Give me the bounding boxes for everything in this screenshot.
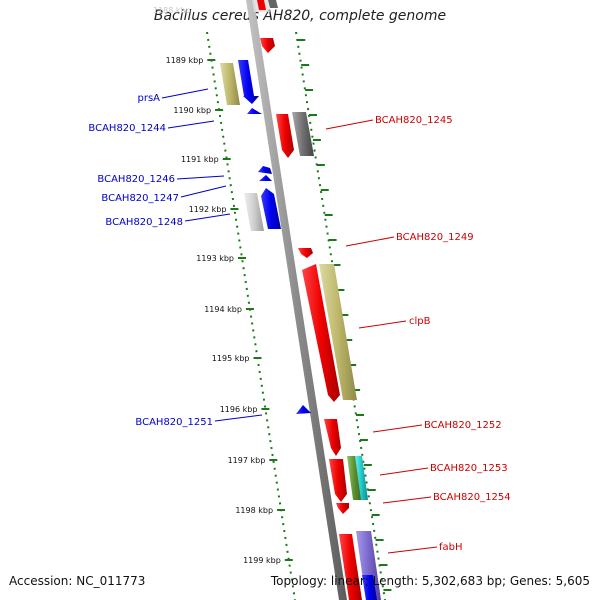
ruler-tick-label: 1197 kbp [228,456,266,465]
gene-BCAH820_1249 [298,248,313,258]
ruler-tick-label: 1199 kbp [243,556,281,565]
gene-label-forward: BCAH820_1245 [375,115,453,126]
gene-prsA [238,60,259,104]
ruler-faded-label: 1188 kbp [153,6,191,15]
label-leader-line [184,213,231,222]
gene-red-clpB-neighbor [302,264,340,402]
ruler-tick-label: 1195 kbp [212,354,250,363]
gene-BCAH820_1253 [355,456,368,500]
label-leader-line [382,496,432,504]
gene-label-reverse: BCAH820_1244 [88,123,166,134]
gene-label-forward: BCAH820_1252 [424,420,502,431]
ruler-tick-label: 1192 kbp [189,205,227,214]
label-leader-line [358,320,407,329]
top-gray-sliver [268,0,278,8]
top-red-sliver [257,0,266,10]
gene-red-top [260,38,275,53]
gene-olive-1189 [220,63,240,105]
gene-label-reverse: BCAH820_1246 [97,174,175,185]
gene-BCAH820_1248-gray [244,193,264,231]
ruler-tick-label: 1196 kbp [220,405,258,414]
gene-navy-bottom [362,575,377,600]
gene-BCAH820_1252 [324,419,341,456]
gene-clpB [319,264,357,400]
gene-label-reverse: prsA [137,93,160,104]
gene-label-forward: BCAH820_1253 [430,463,508,474]
label-leader-line [180,185,227,198]
ruler-tick-label: 1193 kbp [196,254,234,263]
gene-purple-bottom [356,531,381,600]
label-leader-line [345,236,395,247]
ruler-tick-label: 1198 kbp [235,506,273,515]
genome-summary-text: Topology: linear; Length: 5,302,683 bp; … [270,574,590,588]
gene-BCAH820_1253-green [347,456,362,500]
gene-BCAH820_1254 [336,503,349,514]
gene-label-forward: clpB [409,316,431,327]
gene-BCAH820_1247 [259,175,272,181]
label-leader-line [379,467,429,476]
gene-BCAH820_1245 [292,112,314,156]
ruler-tick-label: 1189 kbp [166,56,204,65]
gene-label-forward: fabH [439,542,463,553]
gene-BCAH820_1245-red [276,114,294,158]
gene-BCAH820_1246 [258,166,272,174]
ruler-track-left [206,31,296,600]
ruler-tick-label: 1194 kbp [204,305,242,314]
gene-label-reverse: BCAH820_1248 [105,217,183,228]
gene-BCAH820_1244 [247,108,262,114]
gene-BCAH820_1251 [296,405,311,414]
label-leader-line [167,120,215,129]
label-leader-line [176,175,225,180]
label-leader-line [161,88,209,99]
gene-fabH [339,534,362,600]
label-leader-line [387,546,438,554]
gene-label-reverse: BCAH820_1247 [101,193,179,204]
gene-BCAH820_1253-red [329,459,347,502]
ruler-tick-label: 1190 kbp [173,106,211,115]
label-leader-line [214,414,263,422]
label-leader-line [325,119,374,130]
gene-label-forward: BCAH820_1249 [396,232,474,243]
gene-BCAH820_1248 [261,188,281,229]
genome-backbone [246,0,347,600]
label-leader-line [372,424,423,433]
map-title: Bacillus cereus AH820, complete genome [153,8,447,24]
ruler-tick-label: 1191 kbp [181,155,219,164]
gene-label-forward: BCAH820_1254 [433,492,511,503]
accession-text: Accession: NC_011773 [9,574,146,588]
coordinate-ruler: 1188 kbp 1189 kbp 1190 kbp 1191 kbp 1192 kb… [153,6,392,600]
gene-label-reverse: BCAH820_1251 [135,417,213,428]
